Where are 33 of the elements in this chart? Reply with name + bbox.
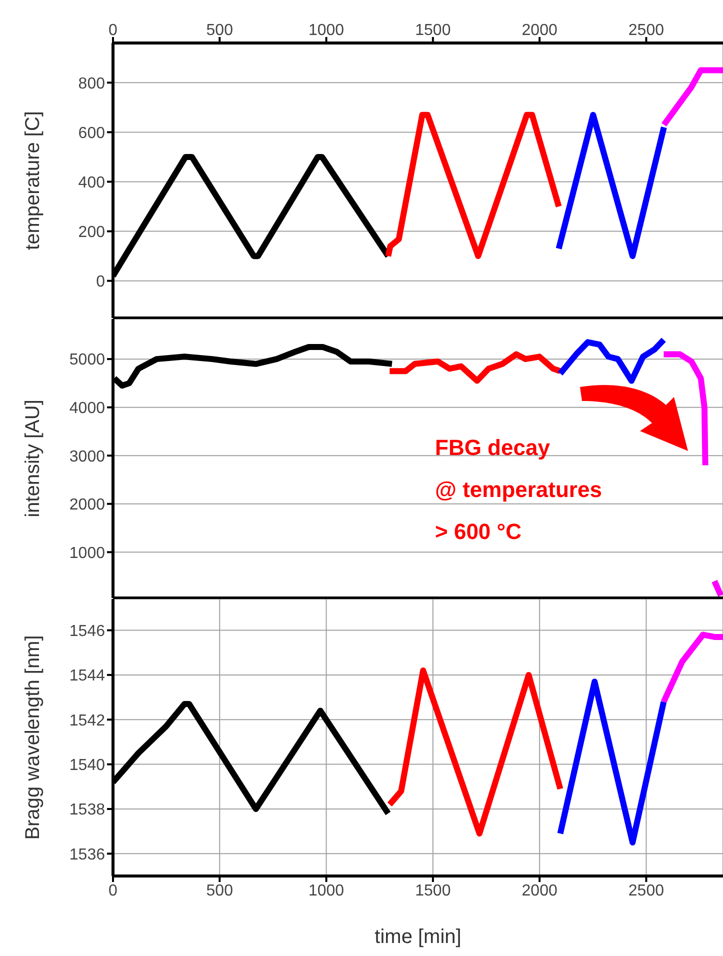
x2-tick-label: 2000: [522, 22, 558, 39]
x2-tick-label: 1500: [415, 22, 451, 39]
x-tick-label: 2500: [628, 882, 664, 900]
y-tick-label: 800: [78, 75, 106, 92]
y-axis-title: intensity [AU]: [22, 400, 44, 518]
x-axis-title: time [min]: [374, 926, 462, 948]
y-tick-label: 400: [78, 174, 106, 192]
x2-tick-label: 0: [108, 22, 118, 39]
y-tick-label: 5000: [69, 352, 106, 369]
y-tick-label: 1546: [69, 622, 106, 640]
y-tick-label: 1538: [69, 802, 106, 819]
y-tick-label: 600: [78, 124, 106, 142]
y-tick-label: 4000: [69, 400, 106, 418]
annotation: FBG decay @ temperatures > 600 °C: [435, 434, 602, 546]
x2-tick-label: 1000: [308, 22, 344, 39]
y-tick-label: 2000: [69, 496, 106, 514]
y-tick-label: 200: [78, 224, 106, 241]
y-axis-title: Bragg wavelength [nm]: [22, 635, 44, 840]
y-tick-label: 1536: [69, 846, 106, 864]
y-tick-label: 1000: [69, 544, 106, 562]
x-tick-label: 2000: [522, 882, 558, 900]
y-tick-label: 1540: [69, 756, 106, 774]
y-tick-label: 1544: [69, 668, 106, 685]
x-tick-label: 1000: [308, 882, 344, 900]
y-tick-label: 3000: [69, 448, 106, 466]
x-tick-label: 1500: [415, 882, 451, 900]
y-axis-title: temperature [C]: [22, 111, 44, 250]
x-tick-label: 500: [206, 882, 234, 900]
x2-tick-label: 2500: [628, 22, 664, 39]
x-tick-label: 0: [108, 882, 118, 900]
y-tick-label: 1542: [69, 712, 106, 730]
y-tick-label: 0: [96, 274, 106, 291]
x2-tick-label: 500: [206, 22, 234, 39]
